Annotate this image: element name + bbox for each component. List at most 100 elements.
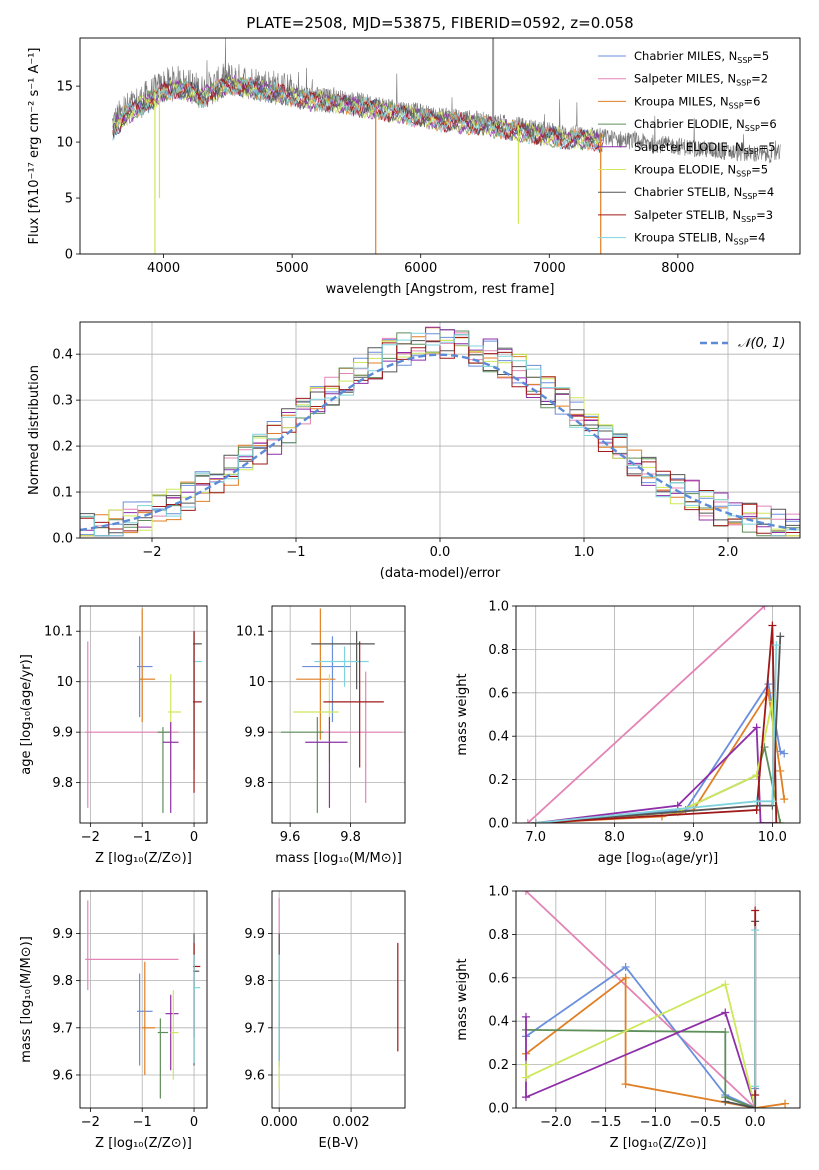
weight-marker (521, 1073, 530, 1082)
y-tick-label: 0.3 (52, 394, 73, 409)
y-tick-label: 0.0 (488, 1102, 509, 1117)
weight-marker (768, 797, 777, 806)
x-axis-label: (data-model)/error (380, 566, 501, 581)
weight-vs-age-plot-area (516, 606, 800, 823)
errorbar-point (311, 631, 375, 690)
x-axis-label: age [log₁₀(age/yr)] (598, 851, 719, 866)
weight-vs-age-frame (515, 605, 801, 824)
x-axis-label: Z [log₁₀(Z/Z⊙)] (95, 851, 192, 866)
weight-marker (781, 1099, 790, 1108)
errorbar-point (323, 641, 384, 768)
axes-residuals: −2 −1 0.0 1.0 2.0 0.0 0.1 0.2 0.3 0.4 (data-model)… (27, 321, 801, 581)
weight-marker (780, 749, 789, 758)
weight-marker (780, 795, 789, 804)
x-tick-label: −2 (81, 830, 100, 845)
weight-line (525, 891, 756, 1108)
y-tick-label: 9.9 (244, 726, 265, 741)
weight-line (725, 921, 757, 1108)
weight-marker (772, 641, 781, 650)
legend-entry: Salpeter MILES, NSSP=2 (634, 72, 768, 88)
weight-marker (531, 819, 540, 823)
errorbar-point (139, 608, 156, 723)
model-spectrum-line (112, 76, 603, 151)
weight-marker (721, 980, 730, 989)
x-tick-label: −2 (142, 545, 161, 560)
weight-vs-z-plot-area (516, 891, 800, 1108)
legend-entry: 𝒩(0, 1) (738, 336, 785, 351)
x-tick-label: −1 (133, 1115, 152, 1130)
age-vs-mass-frame (271, 605, 406, 824)
weight-marker (621, 973, 630, 982)
y-tick-label: 9.8 (52, 974, 73, 989)
weight-marker (521, 1012, 530, 1021)
weight-marker (760, 606, 769, 610)
y-axis-label: mass weight (455, 673, 470, 755)
errorbar-point (320, 671, 402, 803)
weight-line (535, 690, 786, 823)
y-axis-label: mass weight (455, 958, 470, 1040)
errorbar-point (281, 717, 324, 813)
x-axis-label: mass [log₁₀(M/M⊙)] (275, 851, 402, 866)
x-tick-label: −1.0 (640, 1115, 672, 1130)
y-axis-label: Normed distribution (27, 365, 42, 495)
age-vs-z-frame (79, 605, 208, 824)
weight-marker (776, 819, 785, 823)
weight-line (535, 625, 778, 823)
y-tick-label: 10.1 (44, 625, 73, 640)
spectrum-plot-area (111, 38, 781, 254)
y-tick-label: 9.9 (52, 927, 73, 942)
x-tick-label: 2.0 (718, 545, 739, 560)
x-tick-label: 4000 (147, 261, 180, 276)
y-axis-label: Flux [fλ10⁻¹⁷ erg cm⁻² s⁻¹ A⁻¹] (27, 48, 42, 245)
residuals-frame (79, 321, 801, 539)
y-tick-label: 0.8 (488, 928, 509, 943)
axes-age-vs-z: −2 −1 0 9.8 9.9 10 10.1 Z [log₁₀(Z/Z⊙)] age [log… (19, 605, 208, 866)
y-tick-label: 9.9 (52, 726, 73, 741)
legend-entry: Chabrier MILES, NSSP=5 (634, 49, 769, 65)
legend-entry: Kroupa STELIB, NSSP=4 (634, 231, 765, 247)
x-tick-label: 10.0 (758, 830, 787, 845)
legend-entry: Chabrier ELODIE, NSSP=6 (634, 117, 777, 133)
errorbar-point (157, 1018, 169, 1099)
weight-marker (752, 723, 761, 732)
errorbar-point (305, 717, 348, 808)
axes-spectrum: 4000 5000 6000 7000 8000 0 5 10 15 wavelength [An… (27, 37, 801, 297)
weight-marker (521, 1060, 530, 1069)
y-tick-label: 0.0 (488, 817, 509, 832)
weight-marker (751, 906, 760, 915)
errorbar-point (162, 722, 179, 813)
y-tick-label: 0.6 (488, 971, 509, 986)
mass-vs-ebv-plot-area (272, 891, 405, 1108)
y-tick-label: 0.2 (488, 773, 509, 788)
y-tick-label: 0.4 (488, 730, 509, 745)
errorbar-point (168, 674, 182, 788)
weight-vs-z-frame (515, 890, 801, 1109)
weight-marker (776, 632, 785, 641)
weight-marker (621, 962, 630, 971)
weight-marker (752, 805, 761, 814)
weight-marker (772, 819, 781, 823)
y-tick-label: 0 (65, 248, 73, 263)
y-tick-label: 0.1 (52, 486, 73, 501)
errorbar-point (193, 954, 201, 1064)
weight-marker (751, 1090, 760, 1099)
axes-mass-vs-z: −2 −1 0 9.6 9.7 9.8 9.9 Z [log₁₀(Z/Z⊙)] mass [lo… (19, 890, 208, 1151)
legend-entry: Kroupa ELODIE, NSSP=5 (634, 163, 768, 179)
weight-line (525, 1029, 756, 1108)
x-tick-label: 9.8 (340, 830, 361, 845)
y-tick-label: 9.7 (244, 1021, 265, 1036)
y-tick-label: 1.0 (488, 885, 509, 900)
x-tick-label: 1.0 (574, 545, 595, 560)
y-tick-label: 9.8 (244, 776, 265, 791)
gaussian-curve (80, 353, 800, 532)
weight-marker (776, 766, 785, 775)
y-tick-label: 1.0 (488, 600, 509, 615)
x-tick-label: 9.6 (280, 830, 301, 845)
x-axis-label: E(B-V) (318, 1136, 358, 1151)
age-vs-mass-plot-area (272, 606, 405, 823)
residuals-plot-area (80, 322, 800, 538)
weight-line (535, 645, 778, 823)
x-tick-label: 8.0 (604, 830, 625, 845)
weight-line (525, 983, 757, 1108)
